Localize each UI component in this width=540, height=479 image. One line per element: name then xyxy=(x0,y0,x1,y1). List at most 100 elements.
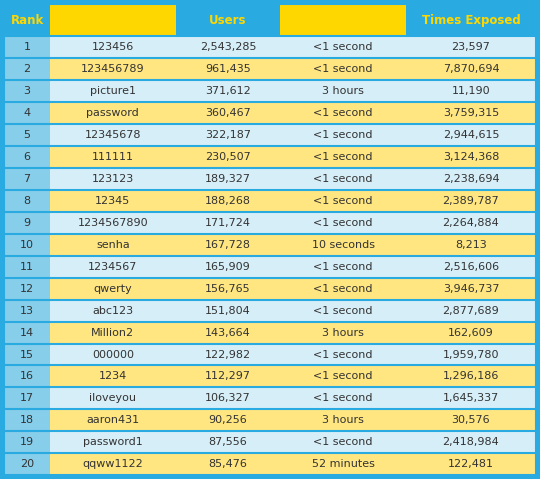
Text: 2: 2 xyxy=(23,64,31,74)
Bar xyxy=(280,4,406,36)
Bar xyxy=(406,4,536,36)
Text: <1 second: <1 second xyxy=(313,350,373,360)
Bar xyxy=(4,124,50,146)
Text: 8: 8 xyxy=(23,196,31,206)
Text: 17: 17 xyxy=(20,393,34,403)
Bar xyxy=(406,190,536,212)
Bar xyxy=(4,212,50,234)
Text: 1234567890: 1234567890 xyxy=(78,218,148,228)
Text: 123123: 123123 xyxy=(92,174,134,184)
Text: picture1: picture1 xyxy=(90,86,136,96)
Bar xyxy=(406,321,536,343)
Text: 3 hours: 3 hours xyxy=(322,415,364,425)
Bar xyxy=(406,80,536,102)
Bar xyxy=(50,36,176,58)
Bar xyxy=(4,365,50,388)
Text: password1: password1 xyxy=(83,437,143,447)
Text: 7: 7 xyxy=(23,174,31,184)
Text: 3 hours: 3 hours xyxy=(322,328,364,338)
Bar xyxy=(4,168,50,190)
Bar xyxy=(50,124,176,146)
Text: 11,190: 11,190 xyxy=(451,86,490,96)
Bar xyxy=(4,278,50,300)
Text: 90,256: 90,256 xyxy=(208,415,247,425)
Text: 230,507: 230,507 xyxy=(205,152,251,162)
Bar xyxy=(406,365,536,388)
Bar xyxy=(176,300,280,321)
Text: 2,389,787: 2,389,787 xyxy=(443,196,500,206)
Text: qqww1122: qqww1122 xyxy=(83,459,143,469)
Text: 961,435: 961,435 xyxy=(205,64,251,74)
Text: 189,327: 189,327 xyxy=(205,174,251,184)
Bar xyxy=(50,410,176,431)
Text: 2,418,984: 2,418,984 xyxy=(443,437,500,447)
Text: 16: 16 xyxy=(20,371,34,381)
Text: 3 hours: 3 hours xyxy=(322,86,364,96)
Text: <1 second: <1 second xyxy=(313,437,373,447)
Text: 112,297: 112,297 xyxy=(205,371,251,381)
Text: 4: 4 xyxy=(23,108,31,118)
Text: <1 second: <1 second xyxy=(313,42,373,52)
Text: Million2: Million2 xyxy=(91,328,134,338)
Text: 85,476: 85,476 xyxy=(208,459,247,469)
Text: 3,946,737: 3,946,737 xyxy=(443,284,500,294)
Bar xyxy=(4,190,50,212)
Bar xyxy=(4,36,50,58)
Text: 1: 1 xyxy=(24,42,31,52)
Bar xyxy=(4,256,50,278)
Bar xyxy=(406,300,536,321)
Text: 15: 15 xyxy=(20,350,34,360)
Bar xyxy=(50,321,176,343)
Bar xyxy=(280,58,406,80)
Bar xyxy=(50,431,176,453)
Text: <1 second: <1 second xyxy=(313,262,373,272)
Bar xyxy=(176,388,280,410)
Text: 123456: 123456 xyxy=(92,42,134,52)
Text: Rank: Rank xyxy=(10,13,44,27)
Text: 156,765: 156,765 xyxy=(205,284,251,294)
Text: <1 second: <1 second xyxy=(313,152,373,162)
Text: qwerty: qwerty xyxy=(93,284,132,294)
Bar xyxy=(406,146,536,168)
Bar xyxy=(406,343,536,365)
Bar xyxy=(176,58,280,80)
Bar xyxy=(406,388,536,410)
Text: 167,728: 167,728 xyxy=(205,240,251,250)
Text: 000000: 000000 xyxy=(92,350,134,360)
Text: <1 second: <1 second xyxy=(313,371,373,381)
Text: 5: 5 xyxy=(24,130,31,140)
Bar xyxy=(280,146,406,168)
Bar xyxy=(4,234,50,256)
Text: Password: Password xyxy=(81,13,145,27)
Text: 106,327: 106,327 xyxy=(205,393,251,403)
Bar xyxy=(50,58,176,80)
Bar xyxy=(176,256,280,278)
Bar xyxy=(50,146,176,168)
Text: 12: 12 xyxy=(20,284,34,294)
Bar xyxy=(176,343,280,365)
Text: 8,213: 8,213 xyxy=(455,240,487,250)
Bar xyxy=(176,124,280,146)
Bar xyxy=(176,321,280,343)
Bar xyxy=(176,190,280,212)
Text: 123456789: 123456789 xyxy=(81,64,145,74)
Bar xyxy=(50,234,176,256)
Text: password: password xyxy=(86,108,139,118)
Text: 188,268: 188,268 xyxy=(205,196,251,206)
Bar xyxy=(176,234,280,256)
Bar xyxy=(280,343,406,365)
Text: 371,612: 371,612 xyxy=(205,86,251,96)
Text: <1 second: <1 second xyxy=(313,108,373,118)
Text: <1 second: <1 second xyxy=(313,64,373,74)
Text: 12345: 12345 xyxy=(95,196,131,206)
Bar xyxy=(406,58,536,80)
Bar xyxy=(280,388,406,410)
Bar xyxy=(176,80,280,102)
Bar xyxy=(4,343,50,365)
Text: 20: 20 xyxy=(20,459,34,469)
Bar xyxy=(50,4,176,36)
Bar xyxy=(176,168,280,190)
Text: 2,543,285: 2,543,285 xyxy=(200,42,256,52)
Bar xyxy=(4,300,50,321)
Bar xyxy=(4,321,50,343)
